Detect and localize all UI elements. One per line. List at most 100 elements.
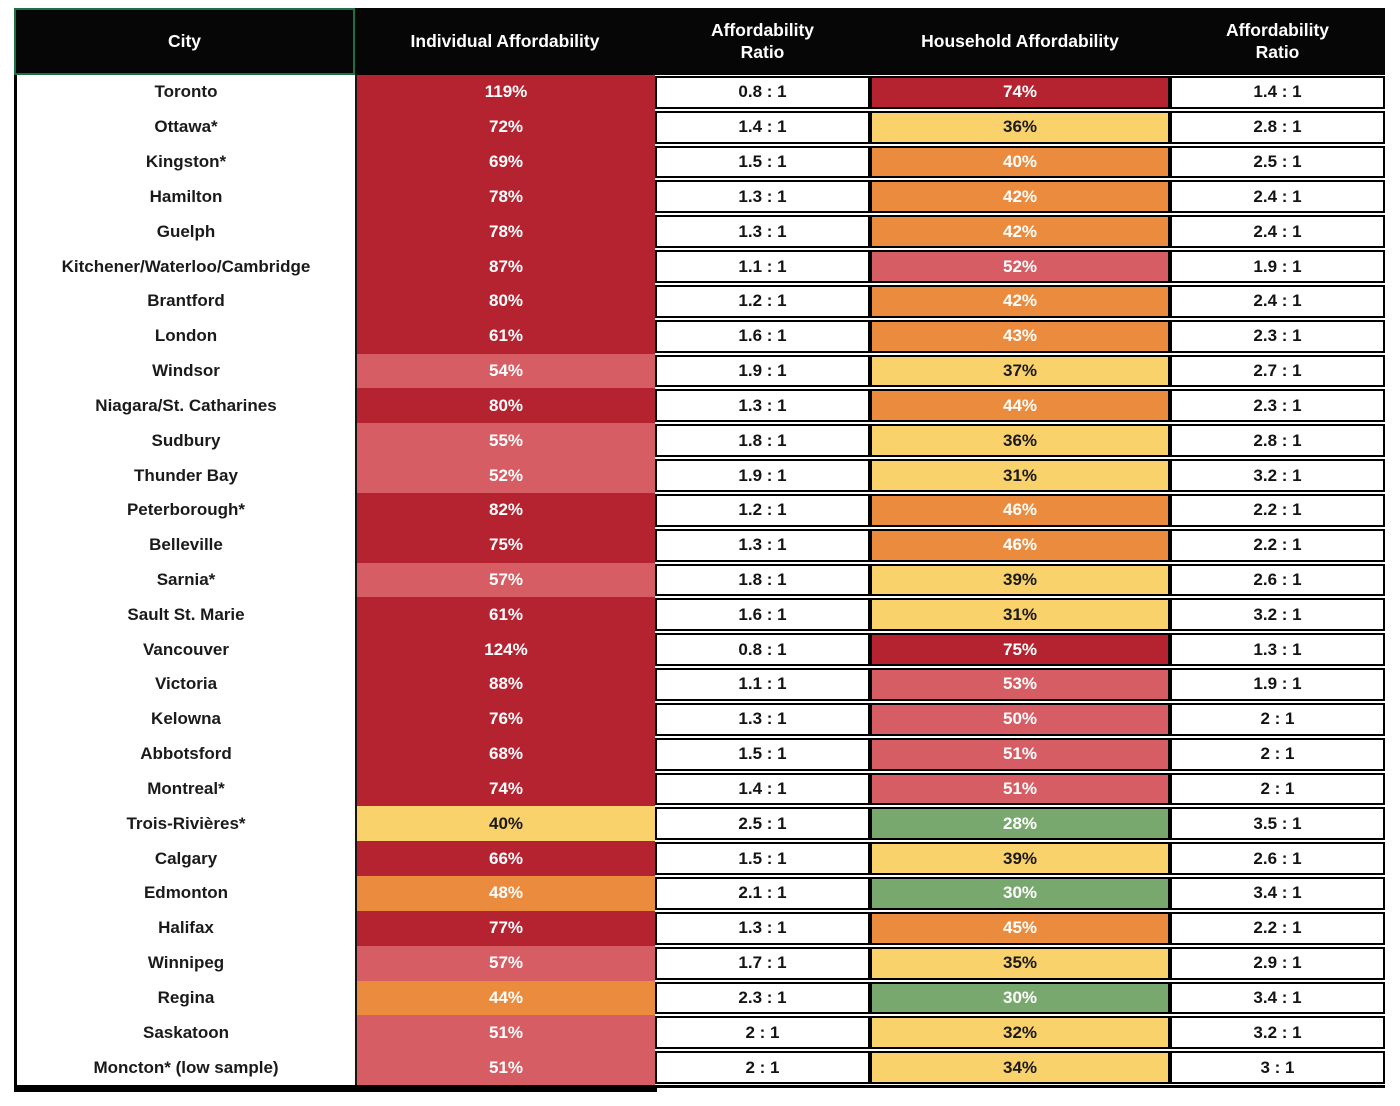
- city-cell[interactable]: Montreal*: [14, 771, 355, 807]
- affordability-ratio-cell-2[interactable]: 2.2 : 1: [1170, 527, 1385, 563]
- household-affordability-cell[interactable]: 51%: [870, 736, 1170, 772]
- header-cell-household-affordability[interactable]: Household Affordability: [921, 30, 1119, 51]
- household-affordability-cell[interactable]: 30%: [870, 980, 1170, 1016]
- city-cell[interactable]: Kelowna: [14, 701, 355, 737]
- city-cell[interactable]: Calgary: [14, 841, 355, 877]
- household-affordability-cell[interactable]: 32%: [870, 1015, 1170, 1051]
- individual-affordability-cell[interactable]: 51%: [355, 1015, 655, 1051]
- city-cell[interactable]: Brantford: [14, 283, 355, 319]
- individual-affordability-cell[interactable]: 51%: [355, 1050, 655, 1086]
- individual-affordability-cell[interactable]: 72%: [355, 109, 655, 145]
- household-affordability-cell[interactable]: 53%: [870, 667, 1170, 702]
- affordability-ratio-cell-2[interactable]: 1.9 : 1: [1170, 249, 1385, 284]
- affordability-ratio-cell-2[interactable]: 2.4 : 1: [1170, 179, 1385, 215]
- household-affordability-cell[interactable]: 42%: [870, 214, 1170, 250]
- individual-affordability-cell[interactable]: 124%: [355, 632, 655, 668]
- affordability-ratio-cell-1[interactable]: 1.3 : 1: [655, 527, 870, 563]
- household-affordability-cell[interactable]: 43%: [870, 318, 1170, 354]
- household-affordability-cell[interactable]: 50%: [870, 701, 1170, 737]
- household-affordability-cell[interactable]: 42%: [870, 179, 1170, 215]
- city-cell[interactable]: Halifax: [14, 910, 355, 946]
- household-affordability-cell[interactable]: 40%: [870, 144, 1170, 180]
- city-cell[interactable]: Trois-Rivières*: [14, 806, 355, 842]
- city-cell[interactable]: Winnipeg: [14, 945, 355, 981]
- city-cell[interactable]: Sarnia*: [14, 562, 355, 598]
- affordability-ratio-cell-2[interactable]: 2.7 : 1: [1170, 353, 1385, 389]
- individual-affordability-cell[interactable]: 61%: [355, 318, 655, 354]
- affordability-ratio-cell-1[interactable]: 2.3 : 1: [655, 980, 870, 1016]
- household-affordability-cell[interactable]: 34%: [870, 1050, 1170, 1086]
- individual-affordability-cell[interactable]: 80%: [355, 283, 655, 319]
- city-cell[interactable]: Abbotsford: [14, 736, 355, 772]
- city-cell[interactable]: Niagara/St. Catharines: [14, 388, 355, 424]
- household-affordability-cell[interactable]: 36%: [870, 423, 1170, 459]
- affordability-ratio-cell-1[interactable]: 1.6 : 1: [655, 597, 870, 633]
- individual-affordability-cell[interactable]: 69%: [355, 144, 655, 180]
- individual-affordability-cell[interactable]: 78%: [355, 214, 655, 250]
- city-cell[interactable]: Hamilton: [14, 179, 355, 215]
- individual-affordability-cell[interactable]: 57%: [355, 945, 655, 981]
- affordability-ratio-cell-2[interactable]: 1.9 : 1: [1170, 667, 1385, 702]
- household-affordability-cell[interactable]: 36%: [870, 109, 1170, 145]
- affordability-ratio-cell-1[interactable]: 1.3 : 1: [655, 701, 870, 737]
- individual-affordability-cell[interactable]: 76%: [355, 701, 655, 737]
- city-cell[interactable]: Toronto: [14, 75, 355, 110]
- city-cell[interactable]: Guelph: [14, 214, 355, 250]
- affordability-ratio-cell-1[interactable]: 1.3 : 1: [655, 179, 870, 215]
- household-affordability-cell[interactable]: 31%: [870, 458, 1170, 493]
- city-cell[interactable]: Sault St. Marie: [14, 597, 355, 633]
- household-affordability-cell[interactable]: 45%: [870, 910, 1170, 946]
- household-affordability-cell[interactable]: 74%: [870, 75, 1170, 110]
- affordability-ratio-cell-2[interactable]: 2.4 : 1: [1170, 283, 1385, 319]
- affordability-ratio-cell-2[interactable]: 3 : 1: [1170, 1050, 1385, 1086]
- affordability-ratio-cell-2[interactable]: 3.2 : 1: [1170, 458, 1385, 493]
- household-affordability-cell[interactable]: 28%: [870, 806, 1170, 842]
- individual-affordability-cell[interactable]: 77%: [355, 910, 655, 946]
- affordability-ratio-cell-1[interactable]: 1.2 : 1: [655, 492, 870, 528]
- individual-affordability-cell[interactable]: 78%: [355, 179, 655, 215]
- affordability-ratio-cell-1[interactable]: 1.5 : 1: [655, 736, 870, 772]
- city-cell[interactable]: Edmonton: [14, 876, 355, 911]
- affordability-ratio-cell-2[interactable]: 3.2 : 1: [1170, 1015, 1385, 1051]
- household-affordability-cell[interactable]: 37%: [870, 353, 1170, 389]
- individual-affordability-cell[interactable]: 87%: [355, 249, 655, 284]
- affordability-ratio-cell-1[interactable]: 1.9 : 1: [655, 353, 870, 389]
- affordability-ratio-cell-1[interactable]: 1.1 : 1: [655, 249, 870, 284]
- household-affordability-cell[interactable]: 75%: [870, 632, 1170, 668]
- header-cell-city[interactable]: City: [14, 8, 355, 75]
- affordability-ratio-cell-2[interactable]: 2.2 : 1: [1170, 492, 1385, 528]
- affordability-ratio-cell-1[interactable]: 1.8 : 1: [655, 562, 870, 598]
- affordability-ratio-cell-1[interactable]: 1.5 : 1: [655, 841, 870, 877]
- affordability-ratio-cell-1[interactable]: 2.5 : 1: [655, 806, 870, 842]
- individual-affordability-cell[interactable]: 44%: [355, 980, 655, 1016]
- affordability-ratio-cell-1[interactable]: 2 : 1: [655, 1015, 870, 1051]
- individual-affordability-cell[interactable]: 61%: [355, 597, 655, 633]
- individual-affordability-cell[interactable]: 74%: [355, 771, 655, 807]
- affordability-ratio-cell-1[interactable]: 0.8 : 1: [655, 75, 870, 110]
- affordability-ratio-cell-1[interactable]: 1.4 : 1: [655, 109, 870, 145]
- affordability-ratio-cell-1[interactable]: 1.1 : 1: [655, 667, 870, 702]
- affordability-ratio-cell-2[interactable]: 2.5 : 1: [1170, 144, 1385, 180]
- affordability-ratio-cell-1[interactable]: 1.9 : 1: [655, 458, 870, 493]
- individual-affordability-cell[interactable]: 119%: [355, 75, 655, 110]
- city-cell[interactable]: Peterborough*: [14, 492, 355, 528]
- city-cell[interactable]: Regina: [14, 980, 355, 1016]
- affordability-ratio-cell-2[interactable]: 2.9 : 1: [1170, 945, 1385, 981]
- affordability-ratio-cell-2[interactable]: 3.2 : 1: [1170, 597, 1385, 633]
- city-cell[interactable]: Victoria: [14, 667, 355, 702]
- city-cell[interactable]: Moncton* (low sample): [14, 1050, 355, 1086]
- household-affordability-cell[interactable]: 30%: [870, 876, 1170, 911]
- household-affordability-cell[interactable]: 39%: [870, 562, 1170, 598]
- affordability-ratio-cell-1[interactable]: 2.1 : 1: [655, 876, 870, 911]
- city-cell[interactable]: Vancouver: [14, 632, 355, 668]
- city-cell[interactable]: Sudbury: [14, 423, 355, 459]
- affordability-ratio-cell-1[interactable]: 1.3 : 1: [655, 388, 870, 424]
- affordability-ratio-cell-2[interactable]: 1.4 : 1: [1170, 75, 1385, 110]
- affordability-ratio-cell-2[interactable]: 2.8 : 1: [1170, 423, 1385, 459]
- city-cell[interactable]: Kitchener/Waterloo/Cambridge: [14, 249, 355, 284]
- affordability-ratio-cell-2[interactable]: 2.8 : 1: [1170, 109, 1385, 145]
- individual-affordability-cell[interactable]: 66%: [355, 841, 655, 877]
- city-cell[interactable]: London: [14, 318, 355, 354]
- affordability-ratio-cell-1[interactable]: 0.8 : 1: [655, 632, 870, 668]
- individual-affordability-cell[interactable]: 88%: [355, 667, 655, 702]
